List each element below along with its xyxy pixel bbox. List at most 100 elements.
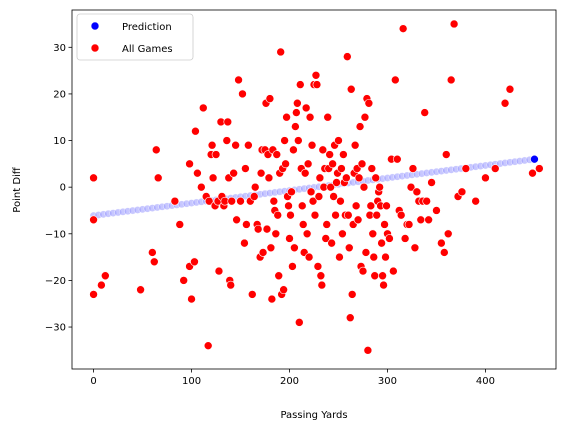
game-point — [241, 165, 249, 173]
game-point — [371, 272, 379, 280]
game-point — [311, 211, 319, 219]
game-point — [501, 99, 509, 107]
game-point — [259, 248, 267, 256]
game-point — [344, 211, 352, 219]
game-point — [389, 267, 397, 275]
game-point — [275, 272, 283, 280]
game-point — [356, 123, 364, 131]
game-point — [437, 239, 445, 247]
game-point — [323, 220, 331, 228]
game-point — [280, 286, 288, 294]
game-point — [97, 281, 105, 289]
game-point — [303, 230, 311, 238]
game-point — [506, 85, 514, 93]
game-point — [240, 239, 248, 247]
game-point — [432, 206, 440, 214]
game-point — [299, 220, 307, 228]
game-point — [367, 202, 375, 210]
game-point — [190, 258, 198, 266]
game-point — [191, 127, 199, 135]
game-point — [447, 76, 455, 84]
game-point — [293, 99, 301, 107]
game-point — [370, 253, 378, 261]
game-point — [137, 286, 145, 294]
game-point — [250, 192, 258, 200]
game-point — [326, 151, 334, 159]
game-point — [301, 169, 309, 177]
game-point — [343, 53, 351, 61]
game-point — [265, 174, 273, 182]
legend-label-all-games: All Games — [122, 44, 173, 55]
game-point — [235, 76, 243, 84]
game-point — [318, 281, 326, 289]
game-point — [313, 81, 321, 89]
game-point — [315, 192, 323, 200]
x-tick-label: 400 — [476, 376, 495, 387]
game-point — [314, 262, 322, 270]
game-point — [304, 160, 312, 168]
game-point — [458, 188, 466, 196]
legend-label-prediction: Prediction — [122, 22, 172, 33]
game-point — [378, 239, 386, 247]
game-point — [373, 211, 381, 219]
game-point — [382, 253, 390, 261]
game-point — [197, 183, 205, 191]
game-point — [305, 253, 313, 261]
game-point — [409, 165, 417, 173]
game-point — [381, 220, 389, 228]
game-point — [230, 169, 238, 177]
game-point — [372, 174, 380, 182]
game-point — [228, 197, 236, 205]
game-point — [333, 179, 341, 187]
game-point — [359, 267, 367, 275]
game-point — [302, 104, 310, 112]
game-point — [355, 174, 363, 182]
game-point — [330, 192, 338, 200]
game-point — [319, 146, 327, 154]
y-tick-label: 20 — [53, 89, 66, 100]
game-point — [215, 267, 223, 275]
game-point — [150, 258, 158, 266]
game-point — [267, 244, 275, 252]
game-point — [329, 160, 337, 168]
y-tick-label: 10 — [53, 136, 66, 147]
game-point — [364, 346, 372, 354]
x-tick-label: 0 — [90, 376, 96, 387]
game-point — [148, 248, 156, 256]
game-point — [242, 220, 250, 228]
y-axis-label: Point Diff — [12, 166, 23, 212]
game-point — [212, 151, 220, 159]
game-point — [385, 234, 393, 242]
game-point — [444, 230, 452, 238]
game-point — [176, 220, 184, 228]
game-point — [273, 151, 281, 159]
game-point — [376, 183, 384, 191]
game-point — [308, 141, 316, 149]
game-point — [209, 174, 217, 182]
game-point — [345, 244, 353, 252]
game-point — [90, 290, 98, 298]
game-point — [244, 141, 252, 149]
game-point — [286, 234, 294, 242]
game-point — [286, 211, 294, 219]
game-point — [277, 48, 285, 56]
y-tick-label: −10 — [45, 229, 66, 240]
game-point — [227, 281, 235, 289]
game-point — [450, 20, 458, 28]
game-point — [285, 202, 293, 210]
game-point — [346, 314, 354, 322]
game-point — [248, 290, 256, 298]
game-point — [399, 25, 407, 33]
game-point — [292, 109, 300, 117]
legend-marker-prediction — [91, 22, 99, 30]
game-point — [204, 342, 212, 350]
game-point — [339, 151, 347, 159]
game-point — [365, 99, 373, 107]
game-point — [291, 123, 299, 131]
game-point — [266, 95, 274, 103]
game-point — [232, 141, 240, 149]
game-point — [328, 239, 336, 247]
game-point — [413, 188, 421, 196]
game-point — [421, 109, 429, 117]
